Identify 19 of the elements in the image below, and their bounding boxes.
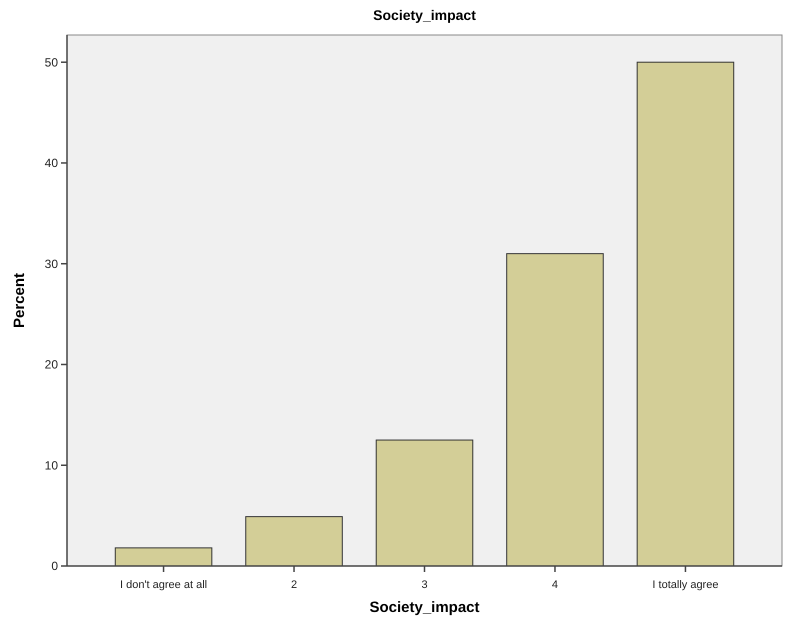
bar xyxy=(114,547,212,566)
x-tick-label: 2 xyxy=(290,579,298,591)
x-tick-label: I totally agree xyxy=(652,579,718,591)
y-tick-label: 30 xyxy=(44,256,58,271)
chart-title: Society_impact xyxy=(373,7,476,23)
y-axis-title: Percent xyxy=(11,272,28,328)
y-tick-label: 10 xyxy=(44,458,58,472)
y-tick-label: 40 xyxy=(44,156,58,170)
y-tick-label: 20 xyxy=(44,358,58,372)
bar xyxy=(245,516,343,566)
y-tick-label: 0 xyxy=(51,559,58,574)
bar xyxy=(636,62,734,566)
bar xyxy=(376,440,474,566)
x-axis-title: Society_impact xyxy=(369,599,480,616)
x-tick-label: I don't agree at all xyxy=(120,579,208,591)
x-tick-label: 4 xyxy=(552,579,558,591)
x-tick-label: 3 xyxy=(421,579,428,591)
bar xyxy=(506,253,604,566)
y-tick-label: 50 xyxy=(44,55,58,70)
